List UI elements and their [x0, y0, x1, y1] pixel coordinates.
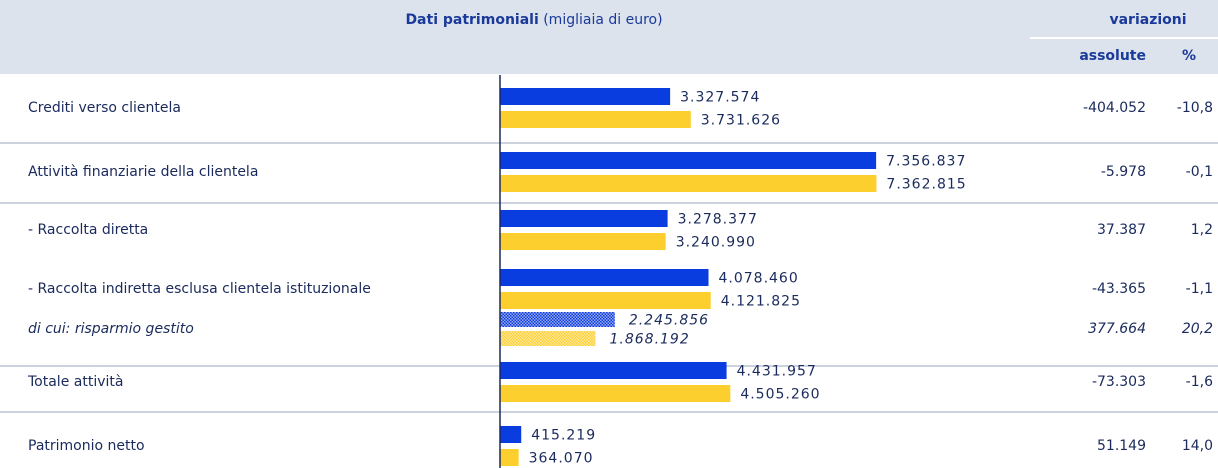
value-label: 415.219	[531, 428, 596, 444]
value-label: 364.070	[529, 451, 594, 467]
value-label: 4.505.260	[740, 387, 820, 403]
value-label: 3.731.626	[701, 113, 781, 129]
absolute-header: assolute	[1079, 48, 1146, 64]
percent-change: 20,2	[1182, 321, 1213, 337]
value-label: 1.868.192	[610, 332, 690, 348]
percent-change: -10,8	[1177, 100, 1213, 116]
group-header: variazioni	[1109, 12, 1186, 28]
percent-change: -1,6	[1186, 374, 1213, 390]
value-label: 4.431.957	[737, 364, 817, 380]
row-label: Attività finanziarie della clientela	[28, 164, 258, 180]
absolute-change: -43.365	[1092, 281, 1146, 297]
value-label: 4.121.825	[721, 294, 801, 310]
bar	[500, 385, 731, 402]
percent-change: -0,1	[1186, 164, 1213, 180]
percent-change: 14,0	[1182, 438, 1213, 454]
value-label: 2.245.856	[629, 313, 709, 329]
row-label: Crediti verso clientela	[28, 100, 181, 116]
value-label: 4.078.460	[719, 271, 799, 287]
header-title: Dati patrimoniali (migliaia di euro)	[405, 12, 662, 28]
bar	[500, 269, 709, 286]
value-label: 7.356.837	[886, 154, 966, 170]
bar	[500, 449, 519, 466]
percent-header: %	[1182, 48, 1196, 64]
bar	[500, 362, 727, 379]
value-label: 7.362.815	[886, 177, 966, 193]
header-band	[0, 0, 1218, 74]
bar	[500, 292, 711, 309]
absolute-change: -404.052	[1083, 100, 1146, 116]
absolute-change: -5.978	[1101, 164, 1146, 180]
percent-change: -1,1	[1186, 281, 1213, 297]
row-label: Patrimonio netto	[28, 438, 145, 454]
bar	[500, 88, 671, 105]
row-label: Totale attività	[27, 374, 123, 390]
value-label: 3.240.990	[676, 235, 756, 251]
value-label: 3.278.377	[678, 212, 758, 228]
bar	[500, 111, 691, 128]
title: Dati patrimoniali	[405, 12, 538, 28]
bar	[500, 331, 596, 346]
subtitle: (migliaia di euro)	[543, 12, 662, 28]
bar	[500, 312, 615, 327]
row-label: - Raccolta indiretta esclusa clientela i…	[28, 281, 371, 297]
absolute-change: 377.664	[1088, 321, 1146, 337]
value-label: 3.327.574	[680, 90, 760, 106]
row-label: - Raccolta diretta	[28, 222, 148, 238]
absolute-change: -73.303	[1092, 374, 1146, 390]
bar	[500, 233, 666, 250]
bar	[500, 152, 877, 169]
percent-change: 1,2	[1191, 222, 1213, 238]
bar	[500, 426, 522, 443]
row-label: di cui: risparmio gestito	[28, 321, 194, 337]
absolute-change: 37.387	[1097, 222, 1146, 238]
bar	[500, 175, 877, 192]
absolute-change: 51.149	[1097, 438, 1146, 454]
bar	[500, 210, 668, 227]
